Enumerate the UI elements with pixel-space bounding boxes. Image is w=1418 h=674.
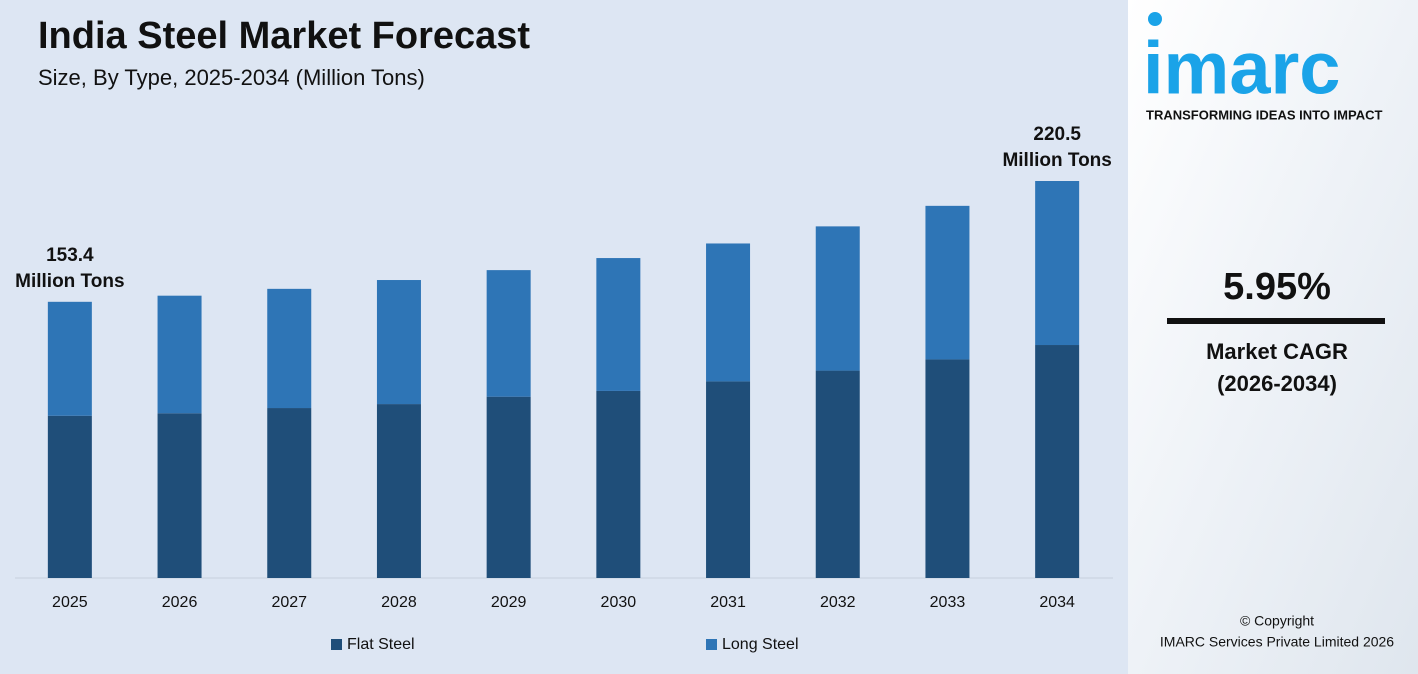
chart-title: India Steel Market Forecast bbox=[38, 15, 530, 57]
bar-segment bbox=[706, 243, 751, 382]
chart-subtitle: Size, By Type, 2025-2034 (Million Tons) bbox=[38, 65, 425, 90]
bar-segment bbox=[376, 404, 421, 578]
bar-segment bbox=[376, 280, 421, 405]
legend-swatch bbox=[706, 639, 717, 650]
bar-segment bbox=[486, 270, 531, 397]
x-tick-label: 2025 bbox=[52, 594, 88, 611]
legend-label: Flat Steel bbox=[347, 636, 415, 653]
cagr-label: Market CAGR bbox=[1206, 339, 1348, 364]
x-tick-label: 2033 bbox=[930, 594, 966, 611]
total-label: 153.4 bbox=[46, 245, 94, 266]
bar-segment bbox=[925, 359, 970, 578]
bar-segment bbox=[157, 295, 202, 414]
bar-segment bbox=[267, 408, 312, 578]
bar-segment bbox=[815, 370, 860, 578]
x-tick-label: 2032 bbox=[820, 594, 856, 611]
bar-segment bbox=[925, 205, 970, 360]
legend-swatch bbox=[331, 639, 342, 650]
bar-segment bbox=[47, 301, 92, 416]
logo-dot bbox=[1148, 12, 1162, 26]
bar-segment bbox=[706, 381, 751, 578]
company: IMARC Services Private Limited 2026 bbox=[1160, 634, 1394, 650]
bar-segment bbox=[157, 413, 202, 578]
bar-segment bbox=[1035, 181, 1080, 346]
x-tick-label: 2034 bbox=[1039, 594, 1075, 611]
total-unit: Million Tons bbox=[1002, 150, 1111, 171]
copyright: © Copyright bbox=[1240, 613, 1314, 629]
cagr-rule bbox=[1167, 318, 1385, 324]
total-unit: Million Tons bbox=[15, 271, 124, 292]
x-tick-label: 2029 bbox=[491, 594, 527, 611]
x-tick-label: 2031 bbox=[710, 594, 746, 611]
bar-segment bbox=[596, 258, 641, 391]
x-tick-label: 2030 bbox=[601, 594, 637, 611]
bar-segment bbox=[267, 288, 312, 409]
cagr-period: (2026-2034) bbox=[1217, 371, 1337, 396]
logo: imarc bbox=[1143, 27, 1340, 110]
bar-segment bbox=[486, 396, 531, 578]
tagline: TRANSFORMING IDEAS INTO IMPACT bbox=[1146, 107, 1382, 122]
bar-segment bbox=[596, 390, 641, 578]
bar-segment bbox=[47, 415, 92, 578]
x-tick-label: 2027 bbox=[271, 594, 307, 611]
bar-segment bbox=[815, 226, 860, 371]
total-label: 220.5 bbox=[1033, 124, 1081, 145]
x-tick-label: 2026 bbox=[162, 594, 198, 611]
x-tick-label: 2028 bbox=[381, 594, 417, 611]
cagr-value: 5.95% bbox=[1223, 266, 1331, 308]
legend-label: Long Steel bbox=[722, 636, 799, 653]
sidebar-bg bbox=[1128, 0, 1418, 674]
bar-segment bbox=[1035, 345, 1080, 578]
